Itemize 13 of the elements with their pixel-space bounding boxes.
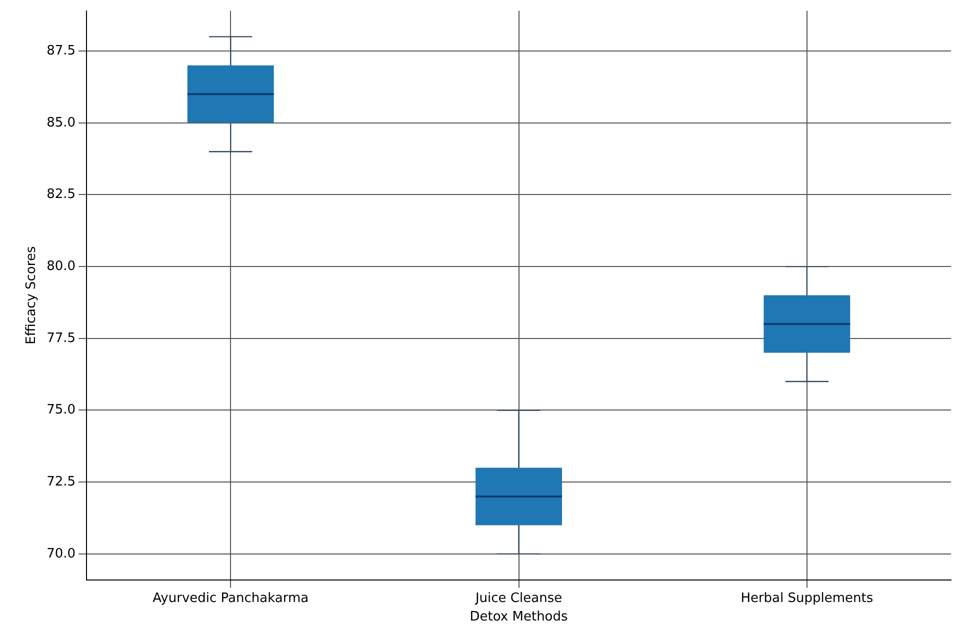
y-tick-label: 77.5 (46, 330, 76, 346)
x-axis-title: Detox Methods (470, 610, 568, 625)
y-tick-label: 75.0 (46, 402, 76, 418)
y-tick-label: 82.5 (46, 187, 76, 202)
x-tick-label: Ayurvedic Panchakarma (152, 590, 309, 606)
x-tick-label: Juice Cleanse (474, 590, 562, 606)
y-tick-label: 80.0 (46, 258, 76, 274)
y-tick-label: 85.0 (46, 115, 76, 130)
y-tick-label: 87.5 (46, 43, 76, 58)
y-axis-title: Efficacy Scores (24, 246, 40, 344)
x-tick-label: Herbal Supplements (740, 590, 874, 606)
y-tick-label: 70.0 (46, 546, 76, 562)
y-tick-label: 72.5 (46, 474, 76, 490)
